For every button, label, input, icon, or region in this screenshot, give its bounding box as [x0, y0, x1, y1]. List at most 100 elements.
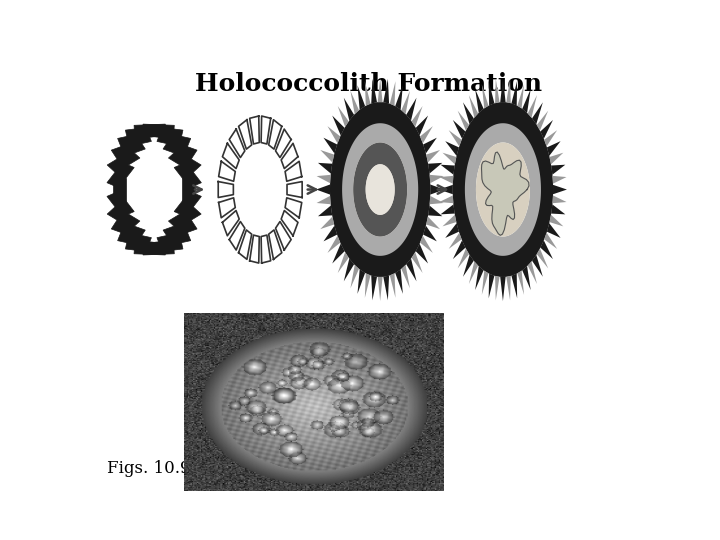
Polygon shape — [383, 79, 389, 104]
Polygon shape — [157, 132, 191, 148]
Polygon shape — [354, 143, 407, 237]
Polygon shape — [332, 116, 345, 136]
Polygon shape — [318, 163, 332, 173]
Polygon shape — [157, 231, 191, 247]
Polygon shape — [430, 175, 444, 183]
Polygon shape — [163, 140, 197, 159]
Polygon shape — [357, 269, 365, 294]
Polygon shape — [323, 226, 337, 241]
Polygon shape — [441, 204, 455, 214]
Polygon shape — [544, 130, 557, 146]
Polygon shape — [500, 78, 505, 102]
Polygon shape — [107, 206, 140, 229]
Polygon shape — [511, 274, 517, 298]
Polygon shape — [174, 191, 202, 217]
Polygon shape — [320, 217, 334, 229]
Polygon shape — [453, 102, 553, 277]
Polygon shape — [378, 277, 382, 301]
Polygon shape — [125, 239, 158, 253]
Polygon shape — [338, 106, 348, 127]
Polygon shape — [541, 240, 553, 259]
Polygon shape — [401, 91, 410, 114]
Polygon shape — [475, 266, 484, 290]
Polygon shape — [443, 153, 456, 164]
Polygon shape — [453, 240, 465, 259]
Polygon shape — [125, 126, 158, 140]
Polygon shape — [344, 98, 354, 120]
Polygon shape — [495, 79, 500, 103]
Polygon shape — [463, 103, 474, 124]
Polygon shape — [415, 116, 428, 136]
Polygon shape — [354, 143, 407, 237]
Polygon shape — [168, 150, 201, 173]
Polygon shape — [551, 165, 565, 175]
Polygon shape — [378, 78, 382, 102]
Polygon shape — [316, 185, 330, 194]
Polygon shape — [344, 259, 354, 281]
Polygon shape — [318, 206, 332, 216]
Polygon shape — [426, 150, 440, 163]
Polygon shape — [395, 85, 403, 110]
Polygon shape — [317, 175, 330, 183]
Polygon shape — [351, 91, 359, 114]
Polygon shape — [458, 248, 469, 268]
Polygon shape — [506, 79, 510, 103]
Polygon shape — [537, 111, 548, 131]
Polygon shape — [439, 176, 454, 184]
Polygon shape — [351, 265, 359, 288]
Polygon shape — [423, 138, 437, 153]
Polygon shape — [511, 81, 517, 105]
Polygon shape — [532, 103, 543, 124]
Polygon shape — [552, 176, 567, 184]
Polygon shape — [553, 185, 567, 194]
Polygon shape — [482, 152, 529, 235]
Polygon shape — [549, 215, 563, 226]
Polygon shape — [528, 95, 537, 118]
Polygon shape — [357, 85, 365, 110]
Polygon shape — [365, 81, 371, 106]
Polygon shape — [163, 220, 197, 239]
Polygon shape — [330, 102, 431, 277]
Polygon shape — [112, 220, 145, 239]
Polygon shape — [518, 271, 524, 295]
Polygon shape — [537, 248, 548, 268]
Polygon shape — [107, 150, 140, 173]
Polygon shape — [117, 231, 151, 247]
Polygon shape — [476, 143, 530, 237]
Polygon shape — [489, 81, 495, 105]
Polygon shape — [423, 226, 437, 241]
Polygon shape — [453, 102, 553, 277]
Polygon shape — [134, 244, 166, 255]
Text: Figs. 10.9, 10.11 in Graham et al. 2008: Figs. 10.9, 10.11 in Graham et al. 2008 — [107, 461, 437, 477]
Polygon shape — [395, 269, 403, 294]
Polygon shape — [552, 195, 567, 203]
Polygon shape — [445, 223, 459, 238]
Polygon shape — [463, 255, 474, 276]
Polygon shape — [390, 273, 395, 298]
Polygon shape — [143, 244, 174, 255]
Polygon shape — [383, 275, 389, 300]
Text: Holococcolith Formation: Holococcolith Formation — [195, 71, 543, 96]
Polygon shape — [415, 244, 428, 264]
Polygon shape — [406, 98, 416, 120]
Polygon shape — [365, 273, 371, 298]
Polygon shape — [469, 95, 478, 118]
Polygon shape — [428, 206, 442, 216]
Polygon shape — [117, 132, 151, 148]
Polygon shape — [328, 235, 341, 253]
Polygon shape — [443, 215, 456, 226]
Polygon shape — [328, 126, 341, 144]
Polygon shape — [168, 206, 201, 229]
Polygon shape — [439, 195, 454, 203]
Polygon shape — [541, 120, 553, 139]
Polygon shape — [528, 261, 537, 284]
Polygon shape — [430, 196, 444, 204]
Polygon shape — [338, 252, 348, 273]
Polygon shape — [482, 84, 488, 109]
Polygon shape — [412, 252, 423, 273]
Polygon shape — [150, 126, 183, 140]
Polygon shape — [412, 106, 423, 127]
Polygon shape — [439, 185, 453, 194]
Polygon shape — [475, 89, 484, 113]
Polygon shape — [420, 235, 433, 253]
